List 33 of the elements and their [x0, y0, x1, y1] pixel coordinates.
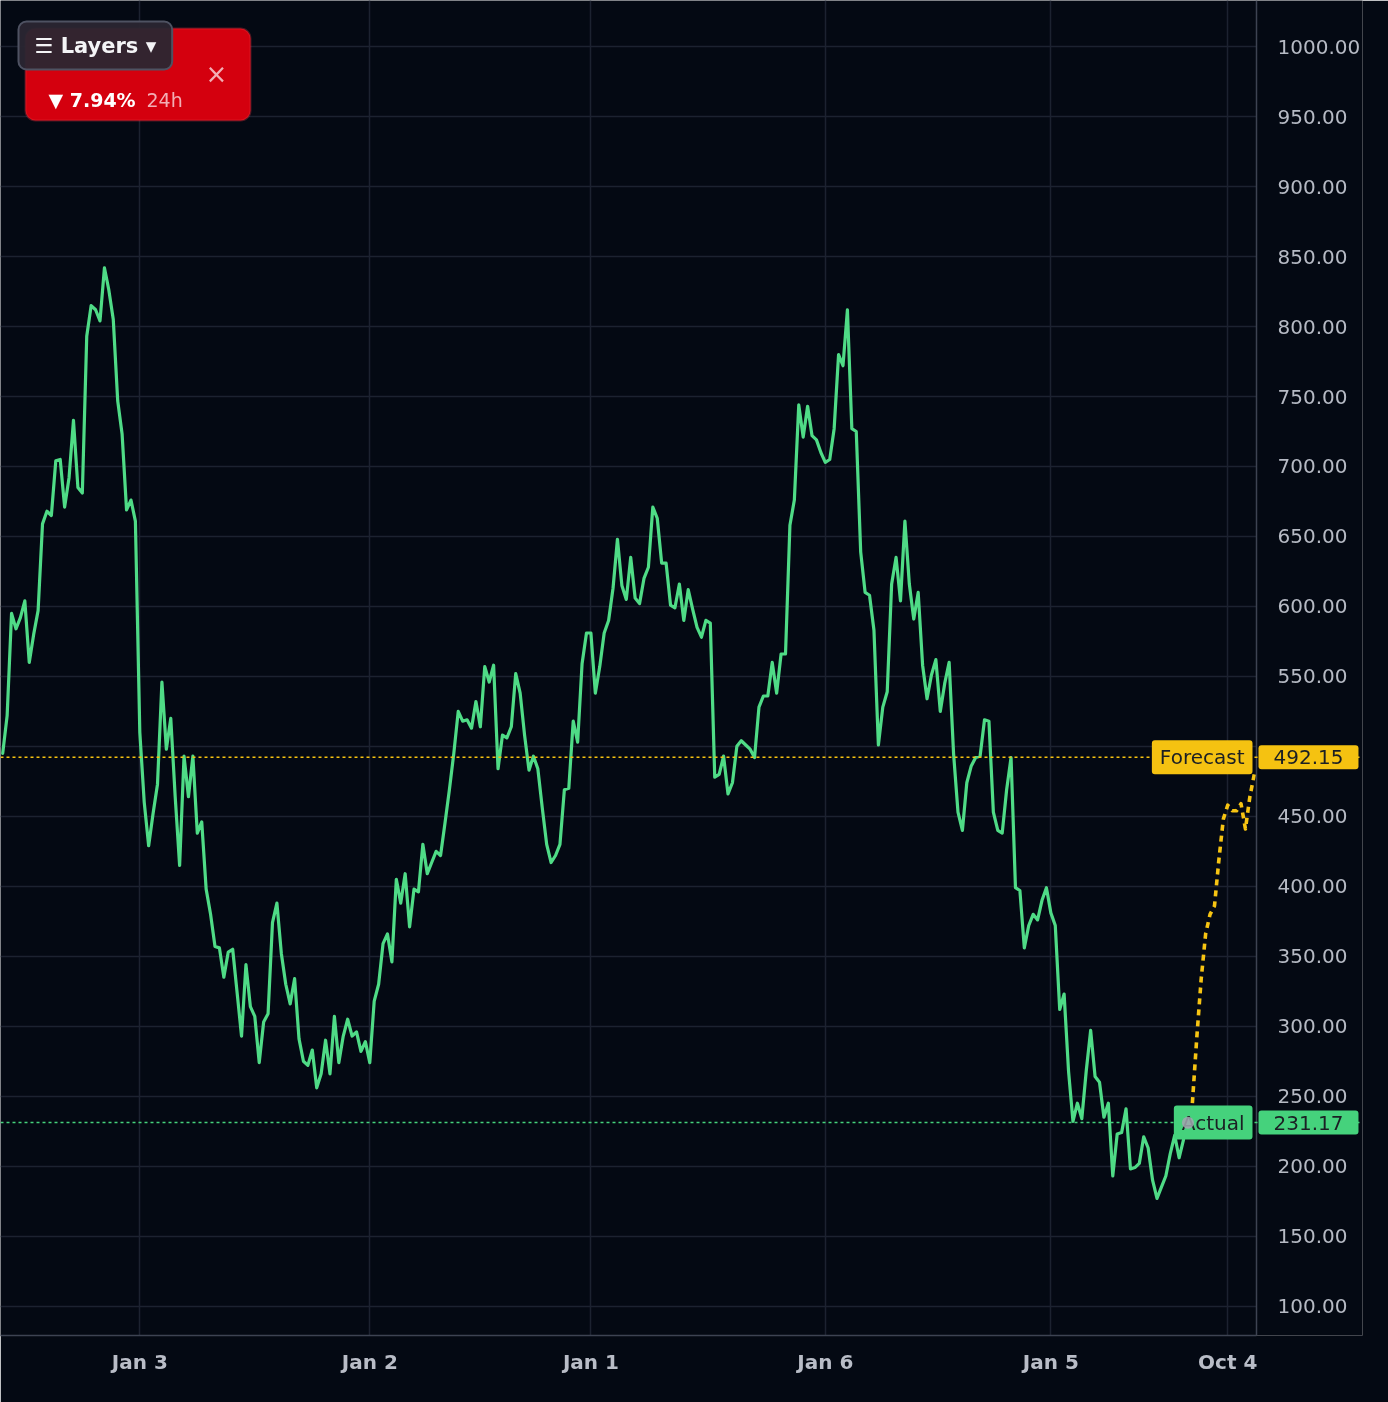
- annotation: ×: [205, 58, 228, 89]
- y-tick-label: 300.00: [1277, 1014, 1348, 1039]
- annotation: 492.15: [1273, 745, 1344, 770]
- y-tick-label: 1000.00: [1277, 34, 1361, 59]
- annotation: ☰ Layers ▾: [34, 33, 157, 58]
- ref-line-label: Actual: [1181, 1110, 1245, 1135]
- x-tick-label: Jan 5: [1020, 1349, 1079, 1374]
- y-tick-label: 100.00: [1277, 1294, 1348, 1319]
- x-tick-label: Oct 4: [1198, 1349, 1258, 1374]
- y-tick-label: 850.00: [1277, 244, 1348, 269]
- y-tick-label: 900.00: [1277, 174, 1348, 199]
- y-tick-label: 650.00: [1277, 524, 1348, 549]
- y-tick-label: 350.00: [1277, 944, 1348, 969]
- x-tick-label: Jan 6: [795, 1349, 854, 1374]
- ref-line-label: Forecast: [1159, 745, 1245, 770]
- y-tick-label: 400.00: [1277, 874, 1348, 899]
- y-tick-label: 800.00: [1277, 314, 1348, 339]
- y-tick-label: 950.00: [1277, 104, 1348, 129]
- y-tick-label: 250.00: [1277, 1084, 1348, 1109]
- annotation: 24h: [146, 88, 183, 111]
- y-tick-label: 700.00: [1277, 454, 1348, 479]
- x-tick-label: Jan 2: [339, 1349, 398, 1374]
- y-tick-label: 750.00: [1277, 384, 1348, 409]
- line-series: [1190, 772, 1257, 1105]
- y-tick-label: 200.00: [1277, 1154, 1348, 1179]
- annotation: ▼ 7.94%: [48, 88, 136, 111]
- y-tick-label: 150.00: [1277, 1224, 1348, 1249]
- x-tick-label: Jan 1: [560, 1349, 619, 1374]
- annotation: 231.17: [1273, 1110, 1344, 1135]
- y-tick-label: 550.00: [1277, 664, 1348, 689]
- y-tick-label: 600.00: [1277, 594, 1348, 619]
- x-tick-label: Jan 3: [109, 1349, 168, 1374]
- y-tick-label: 450.00: [1277, 804, 1348, 829]
